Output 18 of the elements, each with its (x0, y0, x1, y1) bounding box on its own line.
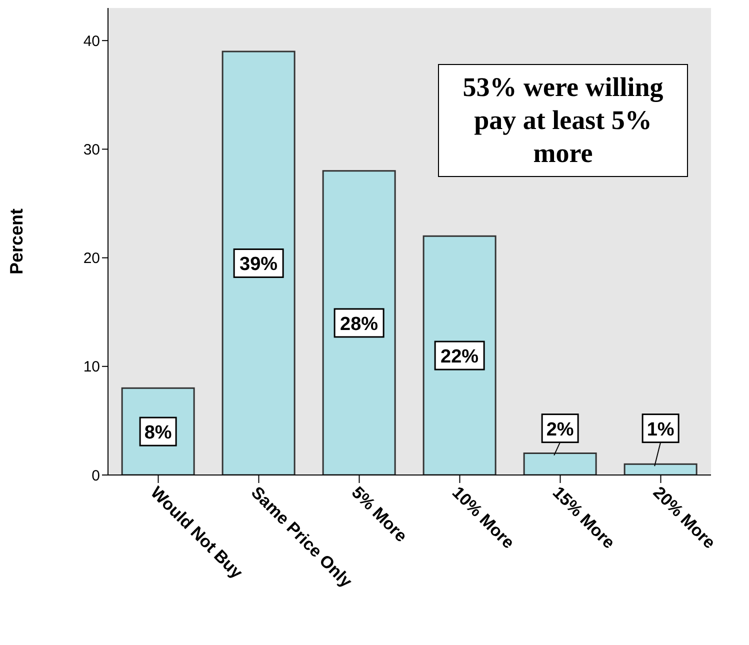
data-label: 1% (646, 419, 674, 440)
bar (624, 463, 698, 475)
y-tick-label: 40 (83, 32, 100, 50)
y-tick-label: 20 (83, 250, 100, 268)
bar (222, 50, 296, 475)
data-label: 2% (546, 419, 574, 440)
data-label: 22% (440, 346, 479, 368)
y-axis-title: Percent (6, 208, 26, 275)
y-tick-label: 10 (83, 358, 100, 376)
y-tick-label: 0 (92, 467, 100, 484)
bar (322, 170, 396, 475)
annotation: 53% were willing pay at least 5% more (438, 64, 688, 177)
y-tick-label: 30 (83, 142, 100, 159)
bar (523, 452, 597, 475)
bar (422, 235, 496, 475)
data-label: 28% (340, 314, 378, 335)
data-label: 39% (240, 254, 278, 276)
data-label: 8% (144, 422, 172, 444)
